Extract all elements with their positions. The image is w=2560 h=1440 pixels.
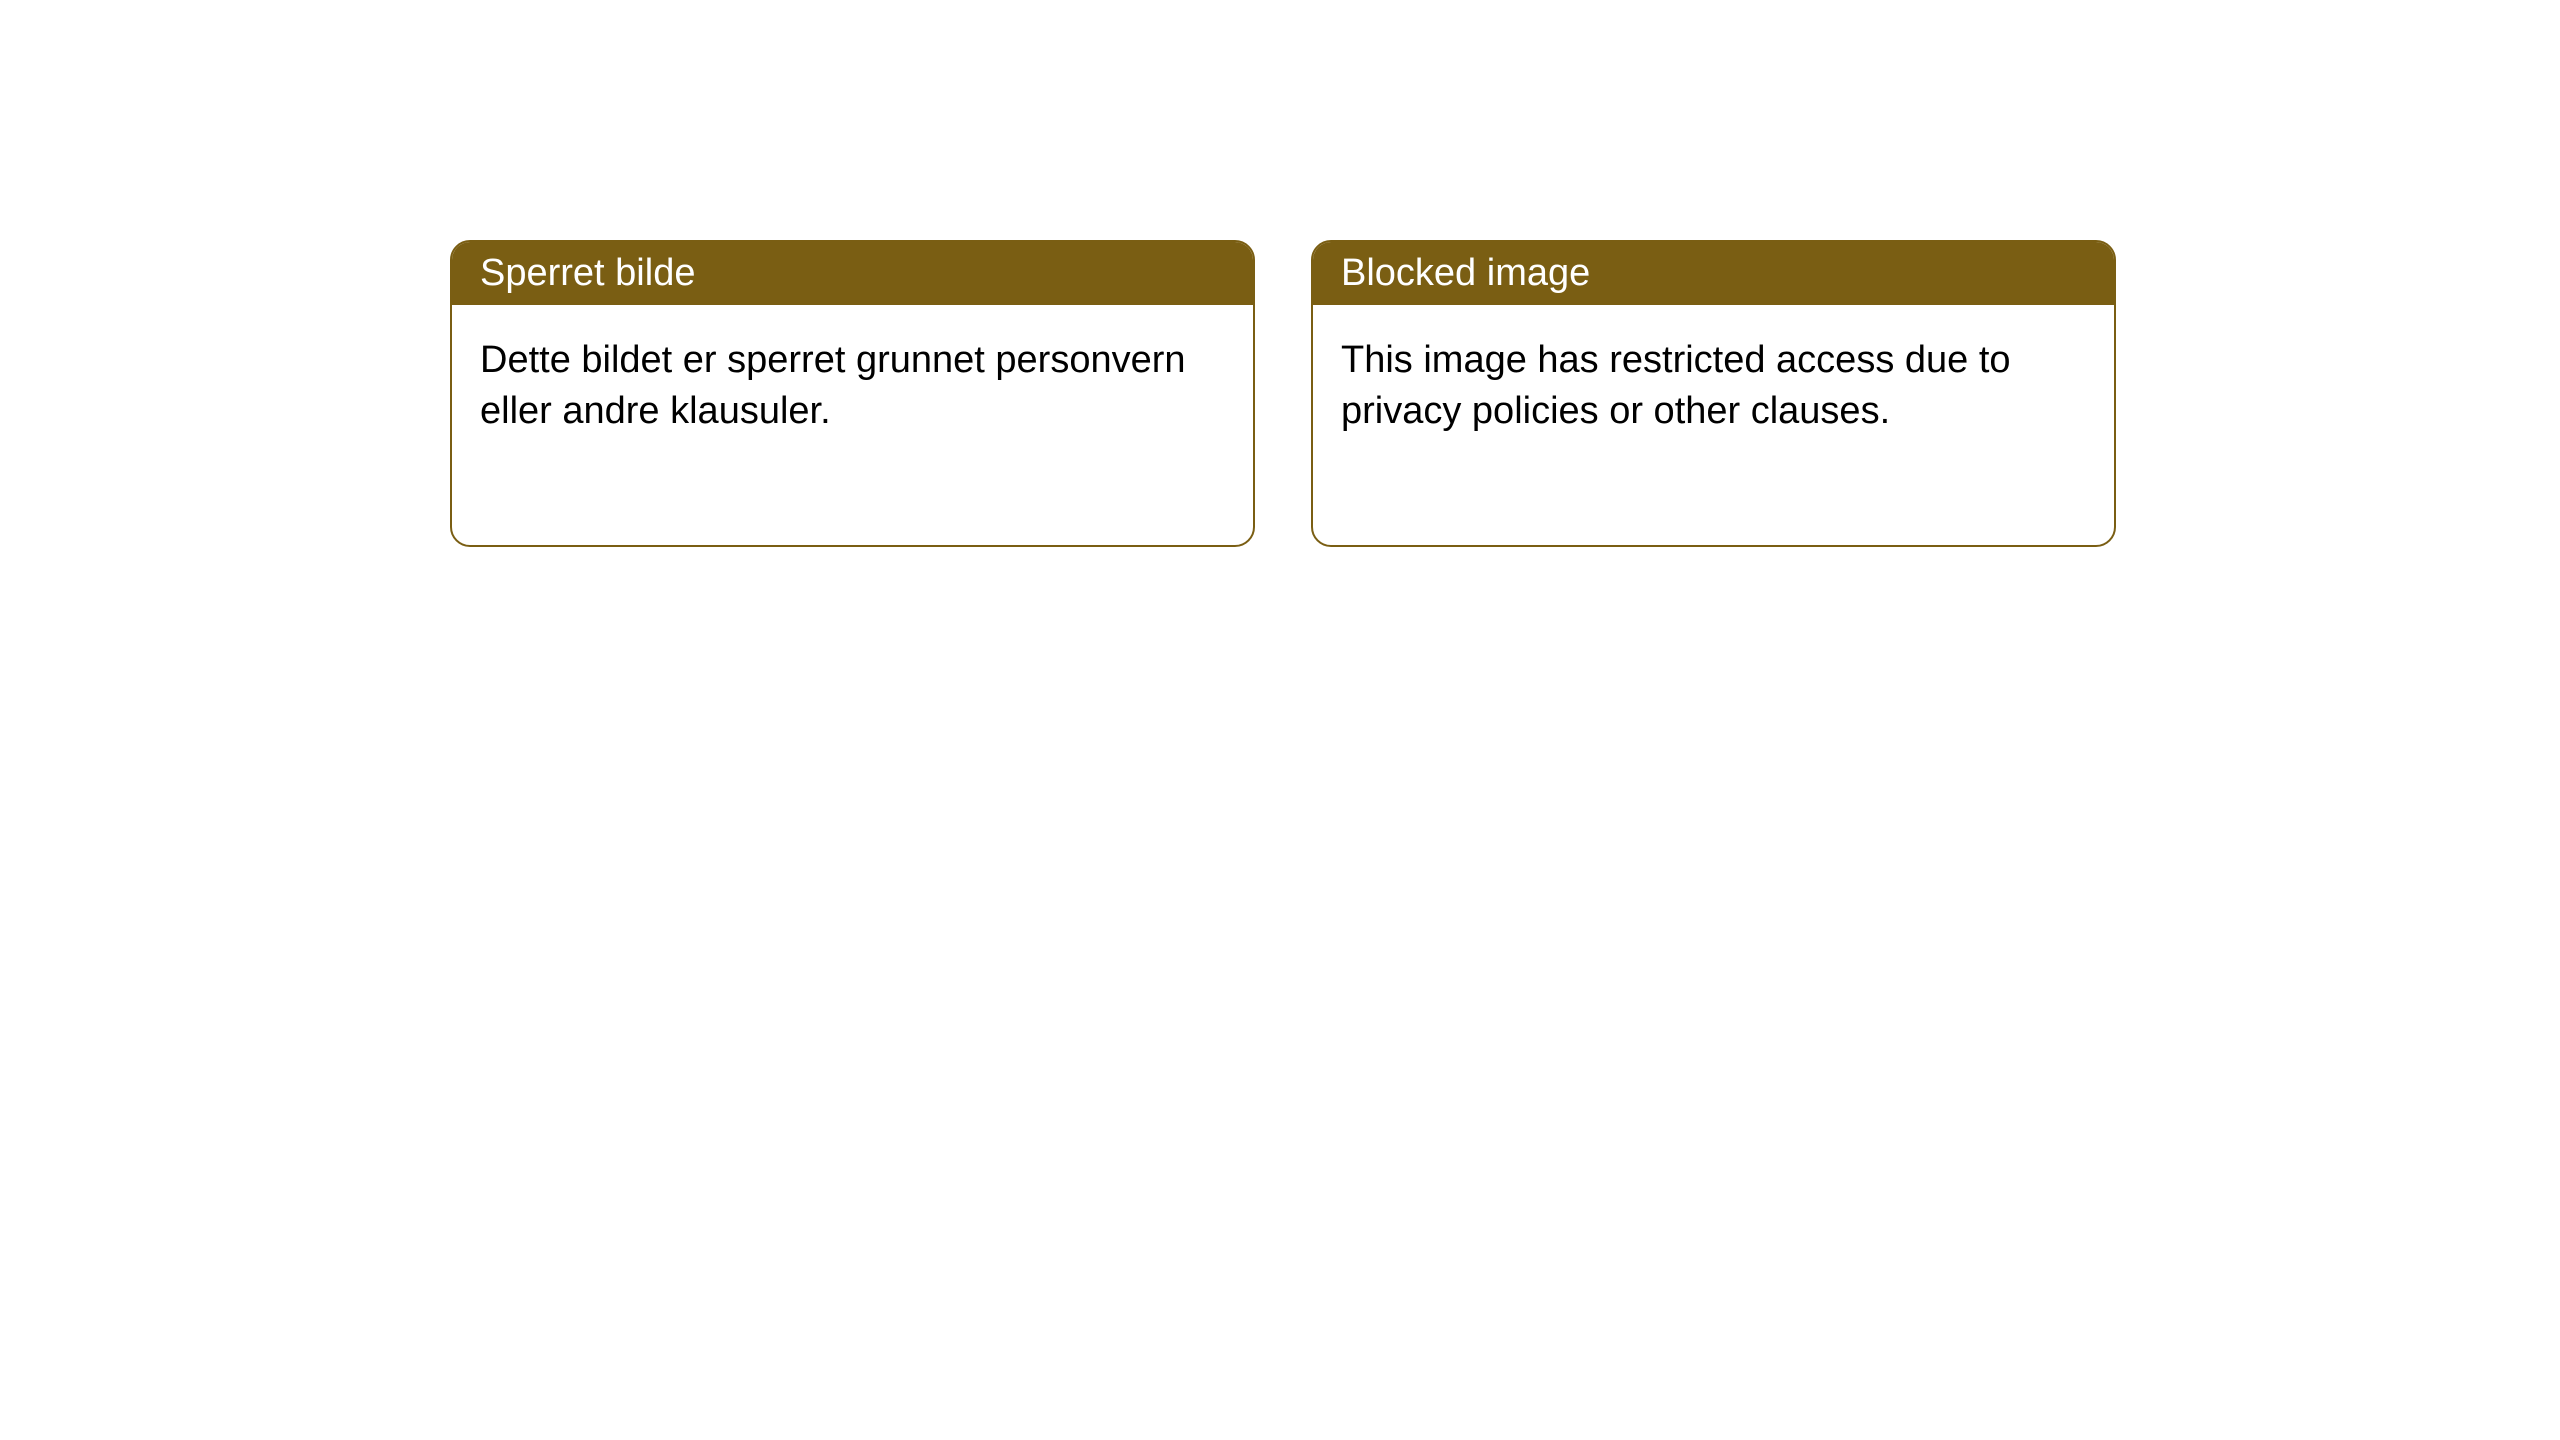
notice-title: Sperret bilde [452,242,1253,305]
notice-container: Sperret bilde Dette bildet er sperret gr… [0,0,2560,547]
notice-body: This image has restricted access due to … [1313,305,2114,545]
notice-body: Dette bildet er sperret grunnet personve… [452,305,1253,545]
notice-card-english: Blocked image This image has restricted … [1311,240,2116,547]
notice-title: Blocked image [1313,242,2114,305]
notice-card-norwegian: Sperret bilde Dette bildet er sperret gr… [450,240,1255,547]
